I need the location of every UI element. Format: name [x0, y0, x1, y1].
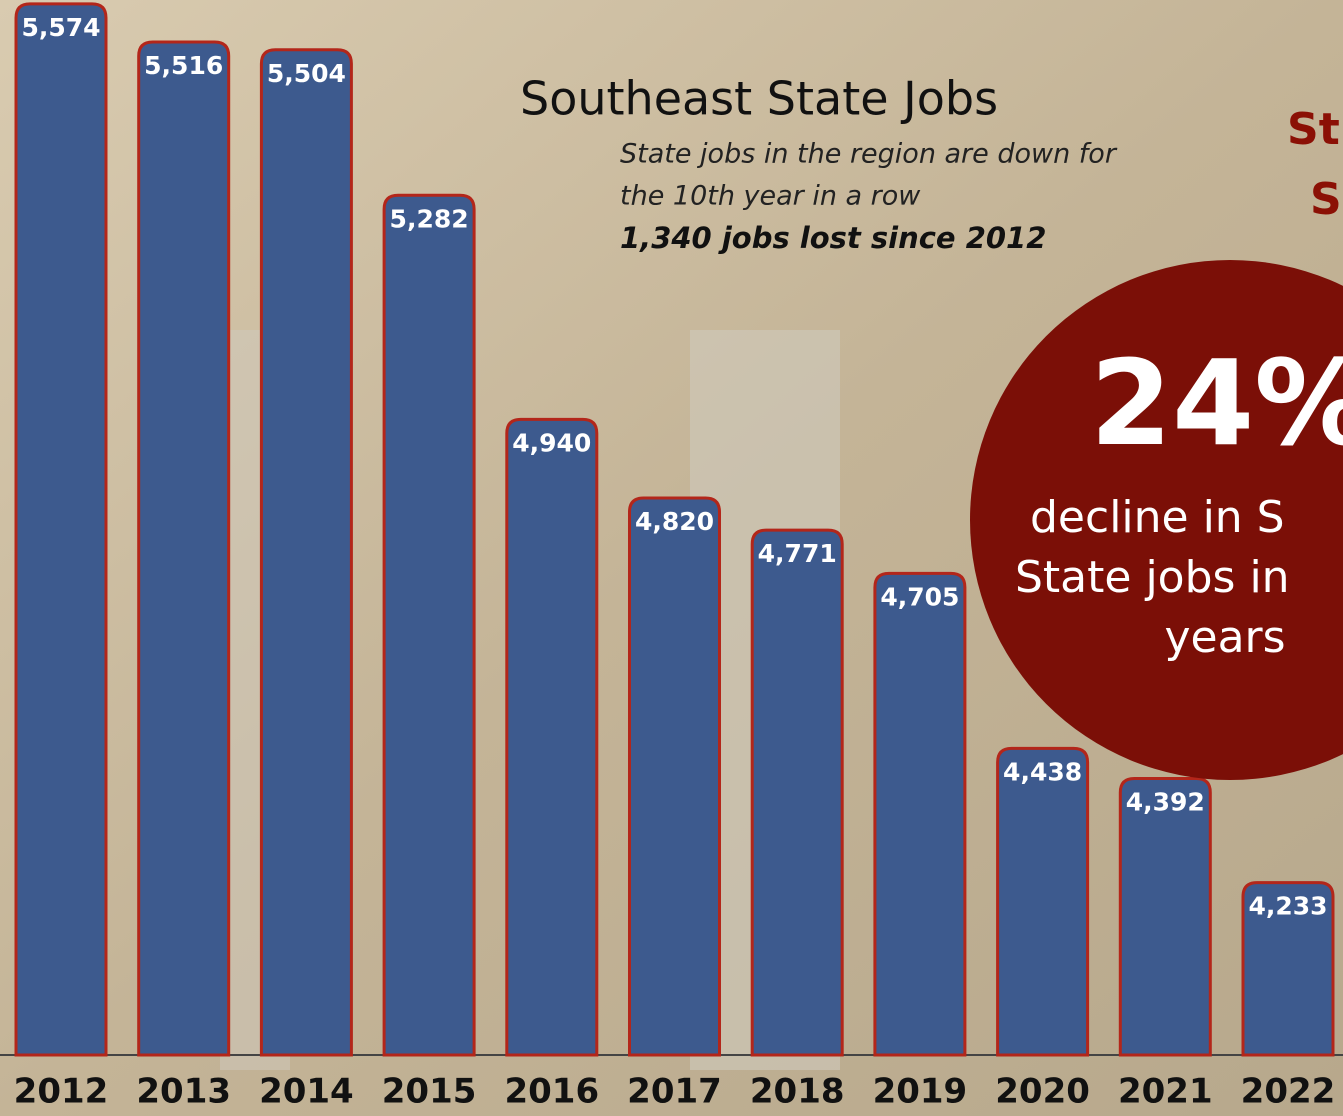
callout-text: State jobs in	[1015, 552, 1290, 603]
callout-big: 24%	[1090, 334, 1343, 472]
value-label: 4,705	[880, 582, 959, 611]
x-tick-label: 2021	[1118, 1072, 1213, 1112]
subtitle: the 10th year in a row	[620, 181, 921, 212]
value-label: 4,820	[635, 507, 714, 536]
x-tick-label: 2016	[504, 1072, 599, 1112]
chart-title: Southeast State Jobs	[520, 72, 998, 126]
value-label: 5,504	[267, 59, 346, 88]
bar	[259, 48, 353, 1057]
bars	[14, 2, 1335, 1057]
x-tick-label: 2019	[873, 1072, 968, 1112]
value-label: 4,771	[758, 539, 837, 568]
value-label: 5,516	[144, 51, 223, 80]
x-tick-label: 2018	[750, 1072, 845, 1112]
value-label: 5,282	[390, 204, 469, 233]
bar	[505, 417, 599, 1057]
callout-text: decline in S	[1030, 492, 1285, 543]
bar	[996, 746, 1090, 1057]
x-tick-label: 2022	[1241, 1072, 1336, 1112]
bar	[1241, 881, 1335, 1057]
highlight: 1,340 jobs lost since 2012	[620, 221, 1046, 255]
bar	[628, 496, 721, 1057]
bar	[750, 528, 844, 1057]
value-label: 4,940	[512, 428, 591, 457]
value-label: 4,438	[1003, 757, 1082, 786]
bar	[14, 2, 108, 1057]
bar	[1118, 776, 1212, 1057]
value-label: 4,392	[1126, 787, 1205, 816]
value-label: 5,574	[21, 13, 100, 42]
x-tick-label: 2012	[14, 1072, 109, 1112]
side-heading: St	[1287, 104, 1340, 155]
bar	[873, 571, 967, 1057]
value-label: 4,233	[1248, 892, 1327, 921]
bar	[137, 40, 231, 1057]
bar	[382, 193, 476, 1057]
x-tick-label: 2017	[627, 1072, 722, 1112]
subtitle: State jobs in the region are down for	[620, 139, 1118, 170]
callout-text: years	[1164, 612, 1285, 663]
x-tick-label: 2013	[136, 1072, 231, 1112]
side-heading: S	[1310, 174, 1342, 225]
callout-circle	[970, 260, 1343, 780]
x-tick-label: 2015	[382, 1072, 477, 1112]
x-tick-label: 2014	[259, 1072, 354, 1112]
x-tick-label: 2020	[995, 1072, 1090, 1112]
